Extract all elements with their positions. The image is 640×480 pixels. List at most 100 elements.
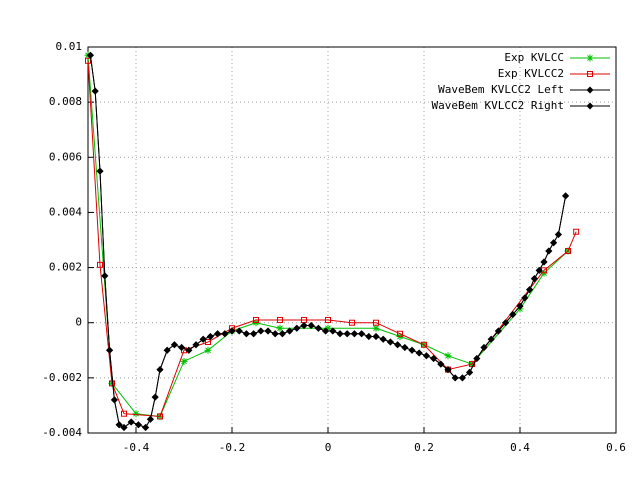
marker — [293, 324, 301, 332]
marker — [487, 335, 495, 343]
marker — [91, 87, 99, 95]
marker — [170, 341, 178, 349]
marker — [204, 346, 212, 354]
marker — [277, 316, 283, 323]
y-tick-label: 0.008 — [49, 95, 82, 108]
marker — [322, 327, 330, 335]
marker — [550, 239, 558, 247]
x-tick-label: -0.2 — [219, 441, 246, 454]
legend-label: Exp KVLCC — [504, 51, 564, 64]
marker — [415, 349, 423, 357]
marker — [300, 321, 308, 329]
marker — [480, 344, 488, 352]
marker — [96, 167, 104, 175]
marker — [180, 357, 188, 365]
y-tick-label: 0.006 — [49, 150, 82, 163]
marker — [109, 380, 115, 387]
marker — [271, 330, 279, 338]
marker — [85, 57, 91, 64]
marker — [314, 324, 322, 332]
marker — [466, 368, 474, 376]
marker — [422, 352, 430, 360]
marker — [235, 327, 243, 335]
marker — [115, 421, 123, 429]
marker — [554, 230, 562, 238]
marker — [526, 286, 534, 294]
marker — [372, 324, 380, 332]
marker — [530, 275, 538, 283]
legend-marker — [586, 54, 594, 62]
marker — [264, 327, 272, 335]
y-tick-label: 0 — [75, 316, 82, 329]
marker — [97, 261, 103, 268]
marker — [286, 327, 294, 335]
marker — [146, 415, 154, 423]
marker — [545, 247, 553, 255]
x-tick-label: 0 — [325, 441, 332, 454]
marker — [127, 418, 135, 426]
y-tick-label: 0.01 — [56, 40, 83, 53]
y-tick-label: -0.002 — [42, 371, 82, 384]
marker — [276, 324, 284, 332]
marker — [394, 341, 402, 349]
marker — [221, 330, 229, 338]
marker — [397, 330, 403, 337]
marker — [253, 316, 259, 323]
marker — [349, 319, 355, 326]
marker — [365, 333, 373, 340]
marker — [178, 344, 186, 352]
marker — [151, 393, 159, 401]
legend-marker — [586, 86, 594, 94]
marker — [206, 333, 214, 340]
marker — [324, 324, 332, 332]
marker — [132, 410, 140, 418]
legend-marker — [586, 102, 594, 110]
marker — [516, 302, 524, 310]
marker — [379, 335, 387, 343]
marker — [307, 321, 315, 329]
marker — [372, 333, 380, 340]
marker — [473, 355, 481, 363]
marker — [134, 421, 142, 429]
marker — [336, 330, 344, 338]
legend-label: WaveBem KVLCC2 Left — [438, 83, 564, 96]
marker — [110, 396, 118, 404]
marker — [343, 330, 351, 338]
marker — [257, 327, 265, 335]
marker — [192, 341, 200, 349]
marker — [373, 319, 379, 326]
marker — [228, 327, 236, 335]
marker — [540, 258, 548, 266]
marker — [205, 339, 211, 346]
plot-frame — [87, 46, 617, 434]
series-line — [87, 60, 577, 417]
legend-label: WaveBem KVLCC2 Right — [432, 99, 564, 112]
marker — [444, 366, 452, 374]
marker — [509, 310, 517, 318]
marker — [156, 366, 164, 374]
marker — [562, 192, 570, 200]
marker — [142, 423, 150, 431]
marker — [214, 330, 222, 338]
x-tick-label: 0.4 — [510, 441, 530, 454]
marker — [451, 374, 459, 382]
marker — [350, 330, 358, 338]
marker — [565, 248, 571, 255]
marker — [101, 272, 109, 280]
marker — [86, 51, 94, 59]
marker — [521, 294, 529, 302]
marker — [185, 346, 193, 354]
x-tick-label: -0.4 — [123, 441, 150, 454]
marker — [401, 344, 409, 352]
marker — [157, 413, 163, 420]
y-tick-label: -0.004 — [42, 426, 82, 439]
marker — [199, 335, 207, 343]
marker — [408, 346, 416, 354]
marker — [430, 355, 438, 363]
marker — [494, 327, 502, 335]
marker — [106, 346, 114, 354]
y-tick-label: 0.004 — [49, 205, 82, 218]
marker — [242, 330, 250, 338]
legend-marker — [587, 71, 593, 77]
